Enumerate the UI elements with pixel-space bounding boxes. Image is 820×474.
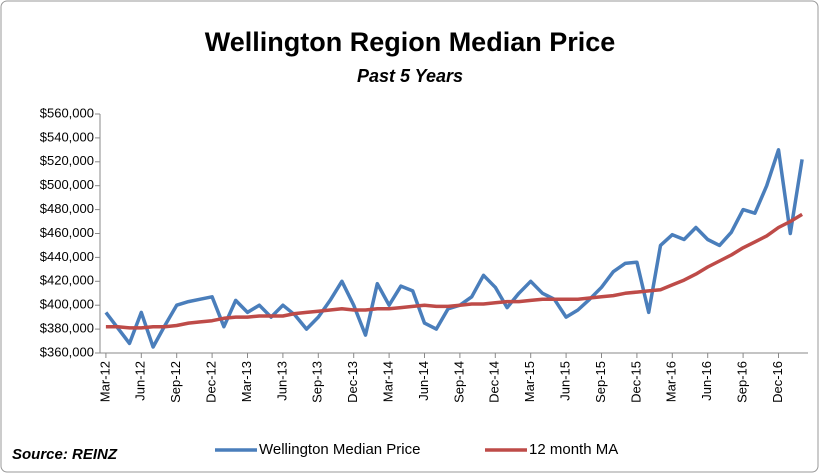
- y-tick-label: $560,000: [40, 105, 94, 120]
- source-note: Source: REINZ: [12, 446, 118, 463]
- y-tick-label: $480,000: [40, 201, 94, 216]
- y-tick-label: $400,000: [40, 297, 94, 312]
- y-tick-label: $520,000: [40, 153, 94, 168]
- x-tick-label: Dec-12: [204, 361, 219, 403]
- x-tick-label: Mar-16: [664, 361, 679, 402]
- y-tick-label: $360,000: [40, 344, 94, 359]
- x-tick-label: Dec-14: [487, 361, 502, 403]
- x-tick-label: Jun-16: [699, 361, 714, 401]
- series-line: [105, 212, 804, 330]
- x-tick-label: Sep-16: [735, 361, 750, 403]
- x-tick-label: Sep-15: [593, 361, 608, 403]
- x-tick-label: Dec-13: [345, 361, 360, 403]
- x-tick-label: Jun-13: [274, 361, 289, 401]
- x-tick-label: Jun-15: [558, 361, 573, 401]
- legend-label: 12 month MA: [529, 441, 618, 458]
- y-tick-label: $540,000: [40, 129, 94, 144]
- y-tick-label: $460,000: [40, 225, 94, 240]
- x-tick-label: Dec-16: [770, 361, 785, 403]
- chart-title: Wellington Region Median Price: [205, 27, 616, 57]
- x-tick-label: Mar-12: [97, 361, 112, 402]
- x-tick-label: Sep-14: [451, 361, 466, 403]
- y-tick-label: $500,000: [40, 177, 94, 192]
- x-tick-label: Sep-13: [310, 361, 325, 403]
- x-tick-label: Jun-12: [133, 361, 148, 401]
- y-tick-label: $380,000: [40, 321, 94, 336]
- x-tick-label: Dec-15: [628, 361, 643, 403]
- y-tick-label: $440,000: [40, 249, 94, 264]
- x-tick-label: Mar-14: [381, 361, 396, 402]
- x-tick-label: Mar-15: [522, 361, 537, 402]
- x-tick-label: Sep-12: [168, 361, 183, 403]
- x-tick-label: Mar-13: [239, 361, 254, 402]
- legend-label: Wellington Median Price: [259, 441, 420, 458]
- x-tick-label: Jun-14: [416, 361, 431, 401]
- chart-subtitle: Past 5 Years: [357, 66, 463, 86]
- y-tick-label: $420,000: [40, 273, 94, 288]
